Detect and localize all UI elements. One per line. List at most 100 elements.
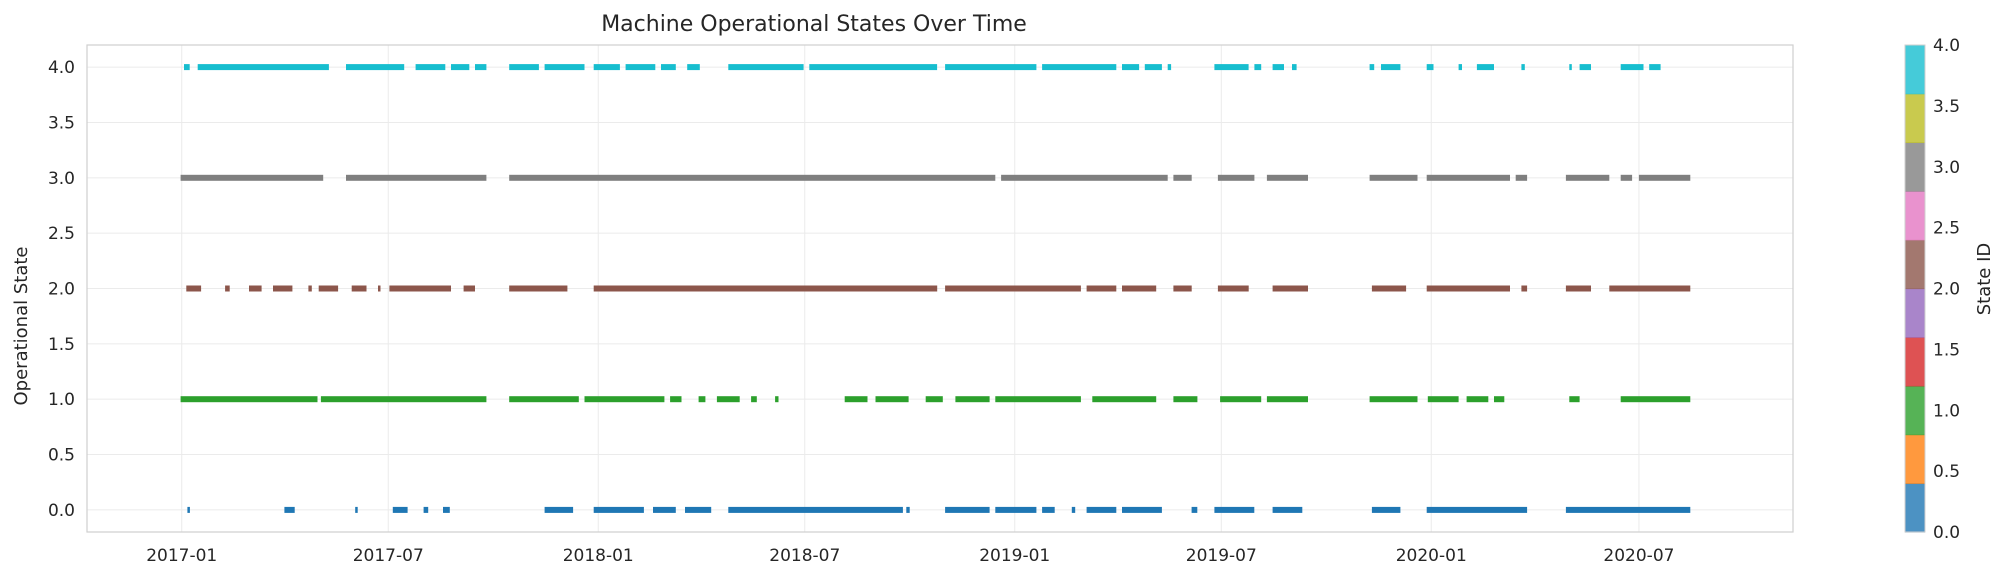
- y-tick-label: 1.0: [48, 390, 75, 410]
- state-0-marks: [1272, 506, 1303, 513]
- series-state-3: [180, 174, 1691, 181]
- state-4-marks: [451, 64, 470, 71]
- colorbar-segment: [1905, 191, 1925, 241]
- state-4-marks: [346, 64, 405, 71]
- state-2-marks: [1217, 285, 1249, 292]
- state-4-marks: [1369, 64, 1375, 71]
- y-tick-label: 3.5: [48, 113, 75, 133]
- state-1-marks: [320, 396, 487, 403]
- state-4-marks: [1272, 64, 1284, 71]
- state-0-marks: [355, 506, 358, 513]
- state-4-marks: [1649, 64, 1661, 71]
- y-tick-label: 2.5: [48, 224, 75, 244]
- state-1-marks: [1092, 396, 1157, 403]
- state-4-marks: [1569, 64, 1572, 71]
- state-0-marks: [544, 506, 574, 513]
- state-4-marks: [809, 64, 938, 71]
- colorbar-segment: [1905, 337, 1925, 387]
- state-4-marks: [1042, 64, 1117, 71]
- state-2-marks: [1521, 285, 1528, 292]
- state-2-marks: [1426, 285, 1510, 292]
- state-0-marks: [995, 506, 1037, 513]
- state-4-marks: [1214, 64, 1249, 71]
- state-0-marks: [593, 506, 644, 513]
- state-4-marks: [1144, 64, 1162, 71]
- colorbar-segment: [1905, 434, 1925, 484]
- state-0-marks: [1191, 506, 1198, 513]
- state-1-marks: [1369, 396, 1418, 403]
- state-2-marks: [186, 285, 202, 292]
- state-2-marks: [273, 285, 293, 292]
- state-2-marks: [1122, 285, 1157, 292]
- state-4-marks: [1167, 64, 1172, 71]
- state-1-marks: [509, 396, 579, 403]
- state-2-marks: [1609, 285, 1691, 292]
- state-4-marks: [1458, 64, 1462, 71]
- colorbar-tick-label: 2.5: [1933, 219, 1960, 239]
- y-axis-label: Operational State: [11, 247, 32, 406]
- y-tick-label: 0.0: [48, 501, 75, 521]
- state-0-marks: [1426, 506, 1528, 513]
- state-0-marks: [1371, 506, 1401, 513]
- state-4-marks: [1292, 64, 1297, 71]
- colorbar-segment: [1905, 142, 1925, 192]
- x-tick-label: 2018-07: [769, 546, 840, 566]
- state-0-marks: [187, 506, 190, 513]
- state-2-marks: [318, 285, 339, 292]
- state-0-marks: [728, 506, 903, 513]
- state-0-marks: [1071, 506, 1076, 513]
- state-1-marks: [1220, 396, 1262, 403]
- state-2-marks: [1371, 285, 1407, 292]
- state-1-marks: [670, 396, 682, 403]
- state-3-marks: [1515, 174, 1528, 181]
- state-2-marks: [378, 285, 381, 292]
- x-tick-label: 2019-01: [979, 546, 1050, 566]
- state-4-marks: [184, 64, 190, 71]
- state-4-marks: [1620, 64, 1644, 71]
- state-0-marks: [284, 506, 295, 513]
- state-1-marks: [955, 396, 990, 403]
- colorbar-tick-label: 4.0: [1933, 36, 1960, 56]
- y-tick-label: 3.0: [48, 169, 75, 189]
- state-4-marks: [728, 64, 804, 71]
- state-1-marks: [995, 396, 1081, 403]
- colorbar: 0.0 0.5 1.0 1.5 2.0 2.5 3.0 3.5 4.0: [1904, 36, 1960, 543]
- colorbar-segment: [1905, 483, 1925, 533]
- state-0-marks: [443, 506, 450, 513]
- state-4-marks: [415, 64, 446, 71]
- state-2-marks: [249, 285, 262, 292]
- state-3-marks: [1426, 174, 1510, 181]
- state-2-marks: [1086, 285, 1117, 292]
- colorbar-segment: [1905, 93, 1925, 143]
- state-4-marks: [544, 64, 585, 71]
- state-0-marks: [392, 506, 408, 513]
- state-4-marks: [197, 64, 329, 71]
- state-0-marks: [653, 506, 676, 513]
- state-1-marks: [1427, 396, 1459, 403]
- state-3-marks: [346, 174, 487, 181]
- state-3-marks: [1620, 174, 1633, 181]
- state-1-marks: [1466, 396, 1489, 403]
- colorbar-segment: [1905, 385, 1925, 436]
- state-1-marks: [716, 396, 740, 403]
- state-4-marks: [475, 64, 487, 71]
- state-1-marks: [584, 396, 665, 403]
- state-4-marks: [1122, 64, 1140, 71]
- state-1-marks: [875, 396, 909, 403]
- state-4-marks: [1476, 64, 1494, 71]
- colorbar-tick-label: 3.5: [1933, 97, 1960, 117]
- state-1-marks: [1494, 396, 1505, 403]
- state-4-marks: [509, 64, 539, 71]
- series-state-0: [187, 506, 1691, 513]
- state-2-marks: [509, 285, 568, 292]
- state-2-marks: [463, 285, 475, 292]
- state-3-marks: [1565, 174, 1610, 181]
- state-0-marks: [1214, 506, 1255, 513]
- state-0-marks: [1042, 506, 1055, 513]
- state-1-marks: [1569, 396, 1580, 403]
- state-3-marks: [1638, 174, 1691, 181]
- state-0-marks: [423, 506, 429, 513]
- state-3-marks: [1266, 174, 1308, 181]
- state-3-marks: [1369, 174, 1418, 181]
